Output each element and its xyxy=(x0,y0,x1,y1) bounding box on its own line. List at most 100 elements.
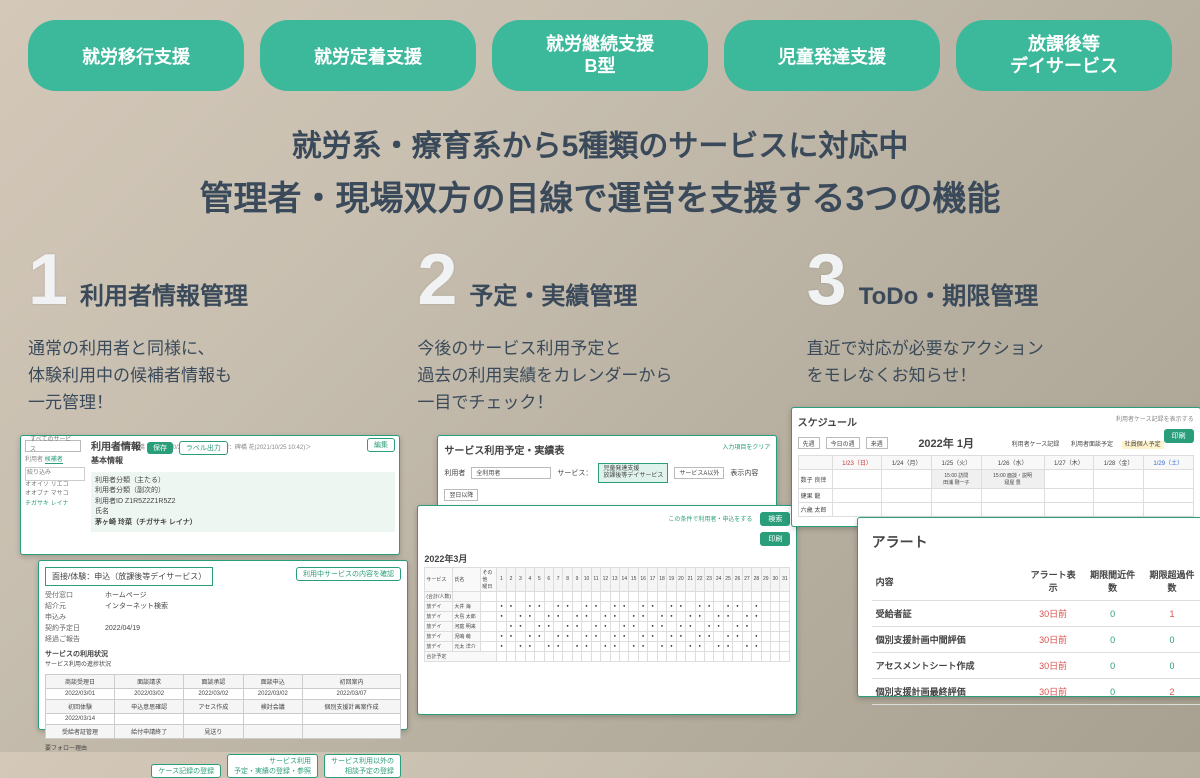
pill-3[interactable]: 児童発達支援 xyxy=(724,20,940,91)
print-button[interactable]: 印刷 xyxy=(760,532,790,546)
tab-candidate[interactable]: 候補者 xyxy=(45,457,63,464)
pill-4-l2: デイサービス xyxy=(1010,56,1118,78)
tab-user[interactable]: 利用者 xyxy=(25,457,43,463)
sched-month: 2022年 1月 xyxy=(894,435,999,451)
alert-title: アラート xyxy=(872,532,1200,552)
week-table: 1/23（日）1/24（月）1/25（火）1/26（水）1/27（木）1/28（… xyxy=(798,455,1194,517)
th32: 見送り xyxy=(184,725,243,739)
th1: 面談請求 xyxy=(115,675,184,689)
r2v: Z1R5Z2Z1R5Z2 xyxy=(125,498,176,505)
r2k: 利用者ID xyxy=(95,498,123,505)
ac3: 期限超過件数 xyxy=(1142,562,1200,601)
schedule-filter-card: サービス利用予定・実績表 入力項目をクリア 利用者 全利用者 サービス： 児童発… xyxy=(437,435,777,511)
svc2-select[interactable]: サービスA以外 xyxy=(674,467,724,479)
kv1k: 紹介元 xyxy=(45,601,105,612)
kv0k: 受付窓口 xyxy=(45,590,105,601)
sched-print[interactable]: 印刷 xyxy=(1164,429,1194,443)
filter-box[interactable]: 絞り込み xyxy=(25,467,85,481)
th2: 面談承認 xyxy=(184,675,243,689)
svc-box[interactable]: 児童発達支援 放課後等デイサービス xyxy=(598,463,668,483)
feature-1-shots: ＜登録：碑橋 花(2021/10/25 10:46)＞ ＜登録：碑橋 花(202… xyxy=(28,435,393,725)
pill-4-l1: 放課後等 xyxy=(1028,34,1100,56)
alert-card: アラート 内容 アラート表示 期限間近件数 期限超過件数 受給者証30日前01個… xyxy=(857,517,1200,697)
month-label: 2022年3月 xyxy=(424,552,790,565)
feature-3-desc: 直近で対応が必要なアクション をモレなくお知らせ！ xyxy=(807,335,1172,389)
feature-2: 2 予定・実績管理 今後のサービス利用予定と 過去の利用実績をカレンダーから 一… xyxy=(417,248,782,724)
footer-label: 要フォロー理由 xyxy=(45,743,401,752)
th3: 面談申込 xyxy=(243,675,302,689)
label-button[interactable]: ラベル出力 xyxy=(179,441,228,455)
schedule-card: スケジュール 利用者ケース記録を表示する 印刷 先週 今日の週 来週 2022年… xyxy=(791,407,1200,527)
basic-info-label: 基本情報 xyxy=(91,455,395,466)
feature-3-title: ToDo・期限管理 xyxy=(859,276,1039,311)
user-select[interactable]: 全利用者 xyxy=(471,467,551,479)
btn-b0[interactable]: ケース記録の登録 xyxy=(151,764,221,778)
btn-b2[interactable]: サービス利用以外の 相談予定の登録 xyxy=(324,754,401,778)
r1c2: 2022/03/02 xyxy=(184,689,243,700)
usage-sub: サービスの利用状況 xyxy=(45,649,401,659)
th20: 初回体験 xyxy=(46,700,115,714)
pill-3-text: 児童発達支援 xyxy=(778,43,886,69)
alert-table: 内容 アラート表示 期限間近件数 期限超過件数 受給者証30日前01個別支援計画… xyxy=(872,562,1200,705)
th24: 個別支援計画案作成 xyxy=(303,700,401,714)
feature-3-shots: スケジュール 利用者ケース記録を表示する 印刷 先週 今日の週 来週 2022年… xyxy=(807,407,1172,697)
sched-hint: 利用者ケース記録を表示する xyxy=(1116,414,1194,423)
service-pills: 就労移行支援 就労定着支援 就労継続支援 B型 児童発達支援 放課後等 デイサー… xyxy=(28,20,1172,91)
nav-today[interactable]: 今日の週 xyxy=(826,437,860,449)
feature-2-title: 予定・実績管理 xyxy=(469,276,637,311)
th22: アセス作成 xyxy=(184,700,243,714)
pill-4[interactable]: 放課後等 デイサービス xyxy=(956,20,1172,91)
headline: 就労系・療育系から5種類のサービスに対応中 管理者・現場双方の目線で運営を支援す… xyxy=(28,121,1172,220)
name-label: 氏名 xyxy=(95,508,109,515)
progress-table-1: 商談受理日面談請求面談承認面談申込初回案内 2022/03/012022/03/… xyxy=(45,674,401,739)
headline-l1: 就労系・療育系から5種類のサービスに対応中 xyxy=(28,121,1172,165)
sidebar-name-1[interactable]: オオブナ マサコ xyxy=(25,490,85,500)
search-button[interactable]: 検索 xyxy=(760,512,790,526)
calendar-table: サービス氏名その他 曜日1234567891011121314151617181… xyxy=(424,567,790,662)
pill-0-text: 就労移行支援 xyxy=(82,43,190,69)
feature-1: 1 利用者情報管理 通常の利用者と同様に、 体験利用中の候補者情報も 一元管理！… xyxy=(28,248,393,724)
r1c3: 2022/03/02 xyxy=(243,689,302,700)
pill-1[interactable]: 就労定着支援 xyxy=(260,20,476,91)
kv3v: 2022/04/19 xyxy=(105,625,140,632)
clear-link[interactable]: 入力項目をクリア xyxy=(722,442,770,451)
edit-button[interactable]: 編集 xyxy=(367,438,395,452)
th31: 給付申請終了 xyxy=(115,725,184,739)
sched-title: スケジュール xyxy=(798,418,857,429)
feature-1-desc: 通常の利用者と同様に、 体験利用中の候補者情報も 一元管理！ xyxy=(28,335,393,417)
calendar-card: この条件で利用者・申込をする 検索 印刷 2022年3月 サービス氏名その他 曜… xyxy=(417,505,797,715)
user-name: 茅ヶ崎 玲菜（チガサキ レイナ） xyxy=(95,518,391,529)
th0: 商談受理日 xyxy=(46,675,115,689)
fl-period: 表示内容 xyxy=(730,468,758,478)
headline-l2: 管理者・現場双方の目線で運営を支援する3つの機能 xyxy=(28,171,1172,220)
usage-sub2: サービス利用の進捗状況 xyxy=(45,659,401,668)
feature-3: 3 ToDo・期限管理 直近で対応が必要なアクション をモレなくお知らせ！ スケ… xyxy=(807,248,1172,724)
r0k: 利用者分類（主たる） xyxy=(95,477,165,484)
r1c0: 2022/03/01 xyxy=(46,689,115,700)
kv4k: 経過ご報告 xyxy=(45,634,105,645)
btn-b1[interactable]: サービス利用 予定・実績の登録・参照 xyxy=(227,754,318,778)
nav-prev[interactable]: 先週 xyxy=(798,437,820,449)
usage-badge[interactable]: 利用中サービスの内容を確認 xyxy=(296,567,401,581)
tab1[interactable]: 利用者面談予定 xyxy=(1068,441,1116,449)
tab2[interactable]: 社員個人予定 xyxy=(1122,441,1164,449)
pill-0[interactable]: 就労移行支援 xyxy=(28,20,244,91)
pill-2[interactable]: 就労継続支援 B型 xyxy=(492,20,708,91)
tab0[interactable]: 利用者ケース記録 xyxy=(1009,441,1063,449)
r2c0: 2022/03/14 xyxy=(46,714,115,725)
service-select[interactable]: すべてのサービス xyxy=(25,440,81,452)
status-header: 面接/体験：申込（放課後等デイサービス） xyxy=(45,567,213,586)
pill-1-text: 就労定着支援 xyxy=(314,43,422,69)
period-select[interactable]: 翌日以降 xyxy=(444,489,478,501)
sidebar-name-2[interactable]: チガサキ レイナ xyxy=(25,500,85,510)
save-button[interactable]: 保存 xyxy=(147,442,173,454)
kv3k: 契約予定日 xyxy=(45,623,105,634)
feature-columns: 1 利用者情報管理 通常の利用者と同様に、 体験利用中の候補者情報も 一元管理！… xyxy=(28,248,1172,724)
ac1: アラート表示 xyxy=(1023,562,1082,601)
user-info-title: 利用者情報 xyxy=(91,442,141,453)
sidebar-name-0[interactable]: オオイソ リエコ xyxy=(25,481,85,491)
nav-next[interactable]: 来週 xyxy=(866,437,888,449)
feature-2-desc: 今後のサービス利用予定と 過去の利用実績をカレンダーから 一目でチェック！ xyxy=(417,335,782,417)
cond-link[interactable]: この条件で利用者・申込をする xyxy=(668,517,752,523)
r1c1: 2022/03/02 xyxy=(115,689,184,700)
